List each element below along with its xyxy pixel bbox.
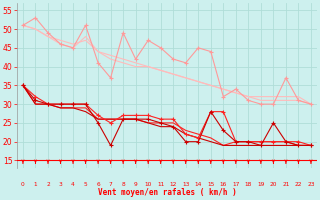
X-axis label: Vent moyen/en rafales ( km/h ): Vent moyen/en rafales ( km/h ) — [98, 188, 236, 197]
